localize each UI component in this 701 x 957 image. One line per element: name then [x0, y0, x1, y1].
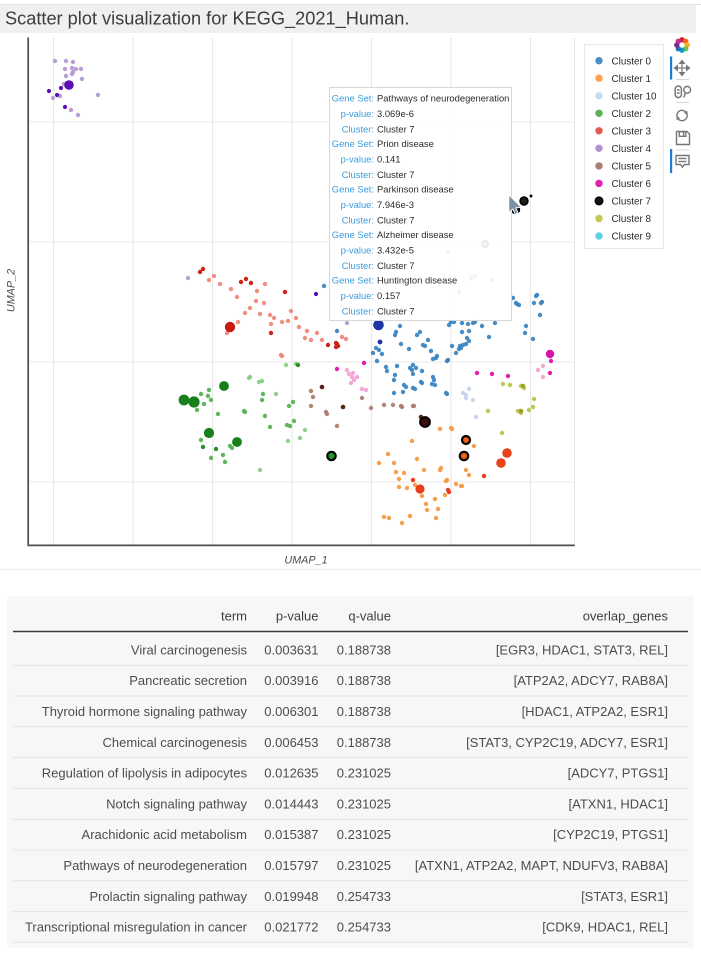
- svg-text:0.006301: 0.006301: [264, 704, 318, 719]
- svg-text:Cluster 8: Cluster 8: [612, 214, 652, 225]
- svg-text:Gene Set:: Gene Set:: [332, 184, 374, 195]
- svg-text:0.141: 0.141: [377, 153, 400, 164]
- svg-text:0.254733: 0.254733: [337, 920, 391, 935]
- svg-text:Pancreatic secretion: Pancreatic secretion: [129, 673, 247, 688]
- svg-text:Pathways of neurodegeneration: Pathways of neurodegeneration: [63, 858, 247, 873]
- svg-text:Cluster 4: Cluster 4: [612, 144, 652, 155]
- svg-text:0.014443: 0.014443: [264, 796, 318, 811]
- svg-text:Cluster 2: Cluster 2: [612, 109, 652, 120]
- svg-text:Scatter plot visualization for: Scatter plot visualization for KEGG_2021…: [5, 9, 409, 30]
- svg-text:p-value:: p-value:: [341, 199, 374, 210]
- svg-text:[STAT3, ESR1]: [STAT3, ESR1]: [581, 889, 668, 904]
- svg-text:Cluster 3: Cluster 3: [612, 126, 652, 137]
- svg-text:Cluster:: Cluster:: [342, 169, 374, 180]
- svg-text:Arachidonic acid metabolism: Arachidonic acid metabolism: [82, 827, 247, 842]
- svg-text:[ADCY7, PTGS1]: [ADCY7, PTGS1]: [568, 766, 668, 781]
- svg-text:[ATXN1, ATP2A2, MAPT, NDUFV3,: [ATXN1, ATP2A2, MAPT, NDUFV3, RAB8A]: [415, 858, 668, 873]
- svg-text:p-value:: p-value:: [341, 108, 374, 119]
- svg-text:UMAP_1: UMAP_1: [284, 555, 327, 567]
- svg-text:0.006453: 0.006453: [264, 735, 318, 750]
- svg-text:Parkinson disease: Parkinson disease: [377, 184, 454, 195]
- svg-text:Chemical carcinogenesis: Chemical carcinogenesis: [102, 735, 247, 750]
- svg-text:Cluster 7: Cluster 7: [377, 169, 415, 180]
- svg-text:Alzheimer disease: Alzheimer disease: [377, 229, 454, 240]
- svg-text:Gene Set:: Gene Set:: [332, 275, 374, 286]
- svg-text:0.231025: 0.231025: [337, 796, 391, 811]
- svg-text:Cluster 7: Cluster 7: [377, 214, 415, 225]
- svg-text:[HDAC1, ATP2A2, ESR1]: [HDAC1, ATP2A2, ESR1]: [522, 704, 668, 719]
- svg-text:Gene Set:: Gene Set:: [332, 138, 374, 149]
- svg-text:0.021772: 0.021772: [264, 920, 318, 935]
- svg-text:Cluster 0: Cluster 0: [612, 56, 652, 67]
- svg-text:0.012635: 0.012635: [264, 766, 318, 781]
- svg-text:Cluster:: Cluster:: [342, 123, 374, 134]
- svg-text:Thyroid hormone signaling path: Thyroid hormone signaling pathway: [42, 704, 248, 719]
- svg-text:Prolactin signaling pathway: Prolactin signaling pathway: [89, 889, 247, 904]
- svg-text:Regulation of lipolysis in adi: Regulation of lipolysis in adipocytes: [42, 766, 248, 781]
- svg-text:0.254733: 0.254733: [337, 889, 391, 904]
- svg-text:[CYP2C19, PTGS1]: [CYP2C19, PTGS1]: [553, 827, 668, 842]
- svg-text:UMAP_2: UMAP_2: [6, 269, 18, 312]
- svg-text:overlap_genes: overlap_genes: [583, 609, 669, 624]
- svg-text:Cluster:: Cluster:: [342, 214, 374, 225]
- svg-text:[ATP2A2, ADCY7, RAB8A]: [ATP2A2, ADCY7, RAB8A]: [514, 673, 668, 688]
- svg-text:Prion disease: Prion disease: [377, 138, 434, 149]
- svg-text:Notch signaling pathway: Notch signaling pathway: [106, 796, 247, 811]
- svg-text:Huntington disease: Huntington disease: [377, 275, 457, 286]
- svg-text:0.015387: 0.015387: [264, 827, 318, 842]
- svg-text:0.188738: 0.188738: [337, 642, 391, 657]
- svg-text:q-value: q-value: [348, 609, 391, 624]
- svg-text:Cluster 10: Cluster 10: [612, 91, 658, 102]
- svg-text:Cluster 7: Cluster 7: [377, 123, 415, 134]
- svg-text:p-value:: p-value:: [341, 244, 374, 255]
- svg-text:Cluster 7: Cluster 7: [377, 260, 415, 271]
- svg-text:p-value:: p-value:: [341, 153, 374, 164]
- svg-text:[ATXN1, HDAC1]: [ATXN1, HDAC1]: [569, 796, 668, 811]
- svg-text:0.015797: 0.015797: [264, 858, 318, 873]
- svg-text:Gene Set:: Gene Set:: [332, 93, 374, 104]
- svg-text:3.432e-5: 3.432e-5: [377, 244, 414, 255]
- svg-text:0.231025: 0.231025: [337, 827, 391, 842]
- svg-text:0.188738: 0.188738: [337, 704, 391, 719]
- svg-text:0.188738: 0.188738: [337, 735, 391, 750]
- svg-text:[EGR3, HDAC1, STAT3, REL]: [EGR3, HDAC1, STAT3, REL]: [496, 642, 668, 657]
- svg-text:Cluster 6: Cluster 6: [612, 179, 652, 190]
- svg-text:0.019948: 0.019948: [264, 889, 318, 904]
- svg-text:Cluster 7: Cluster 7: [612, 197, 652, 208]
- svg-text:p-value: p-value: [276, 609, 319, 624]
- svg-text:0.188738: 0.188738: [337, 673, 391, 688]
- svg-text:Pathways of neurodegeneration: Pathways of neurodegeneration: [377, 93, 509, 104]
- svg-text:0.003631: 0.003631: [264, 642, 318, 657]
- svg-text:Cluster:: Cluster:: [342, 260, 374, 271]
- svg-text:Cluster 5: Cluster 5: [612, 162, 652, 173]
- svg-text:0.003916: 0.003916: [264, 673, 318, 688]
- svg-text:term: term: [221, 609, 247, 624]
- svg-text:Gene Set:: Gene Set:: [332, 229, 374, 240]
- svg-text:Cluster 1: Cluster 1: [612, 74, 652, 85]
- svg-text:7.946e-3: 7.946e-3: [377, 199, 414, 210]
- svg-text:3.069e-6: 3.069e-6: [377, 108, 414, 119]
- svg-text:p-value:: p-value:: [341, 290, 374, 301]
- svg-text:Cluster 7: Cluster 7: [377, 305, 415, 316]
- svg-text:Viral carcinogenesis: Viral carcinogenesis: [131, 642, 248, 657]
- svg-text:Transcriptional misregulation: Transcriptional misregulation in cancer: [25, 920, 248, 935]
- svg-text:0.231025: 0.231025: [337, 858, 391, 873]
- svg-text:0.231025: 0.231025: [337, 766, 391, 781]
- svg-text:[STAT3, CYP2C19, ADCY7, ESR1]: [STAT3, CYP2C19, ADCY7, ESR1]: [466, 735, 668, 750]
- svg-text:[CDK9, HDAC1, REL]: [CDK9, HDAC1, REL]: [542, 920, 668, 935]
- svg-text:Cluster 9: Cluster 9: [612, 232, 652, 243]
- svg-text:0.157: 0.157: [377, 290, 400, 301]
- svg-text:Cluster:: Cluster:: [342, 305, 374, 316]
